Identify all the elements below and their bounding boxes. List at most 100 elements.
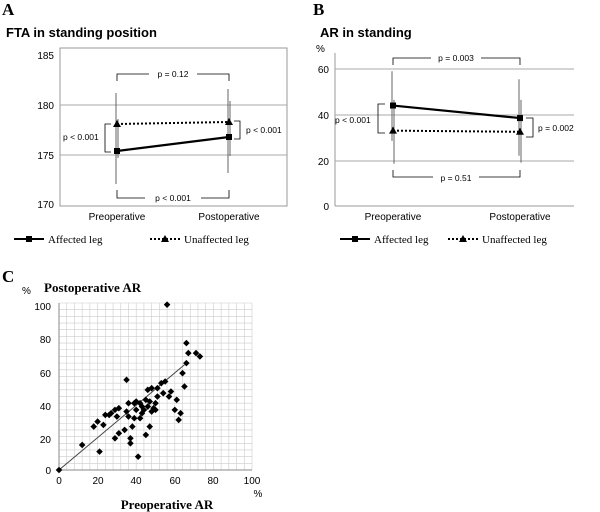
panel-c-data-point <box>148 408 155 415</box>
panel-a-letter: A <box>2 0 15 19</box>
panel-c-data-point <box>125 399 132 407</box>
panel-c-data-point <box>163 301 171 308</box>
panel-c-data-point <box>196 353 204 360</box>
panel-a-ann-bottom: p < 0.001 <box>155 193 191 203</box>
panel-c-data-point <box>142 396 150 404</box>
panel-c-data-point <box>130 399 138 407</box>
panel-c-data-point <box>125 413 132 420</box>
panel-b-ytick-20: 20 <box>318 157 330 168</box>
panel-c-data-point <box>132 398 140 405</box>
panel-c-ytick-20: 20 <box>40 435 52 446</box>
panel-a-ann-left: p < 0.001 <box>63 132 99 142</box>
panel-c-data-point <box>167 388 175 395</box>
panel-c-points <box>55 301 204 474</box>
panel-c-data-point <box>113 413 121 420</box>
panel-b-letter: B <box>313 0 324 19</box>
panel-c-data-point <box>144 403 152 410</box>
panel-c-title: Postoperative AR <box>44 280 142 295</box>
panel-c-data-point <box>129 423 136 430</box>
panel-a-bracket-right <box>234 120 241 140</box>
panel-b-ann-top-bg <box>431 52 481 64</box>
panel-c-data-point <box>142 431 150 439</box>
panel-a-legend-unaffected-label: Unaffected leg <box>184 234 249 246</box>
panel-b-legend-affected-label: Affected leg <box>374 234 429 246</box>
panel-c-data-point <box>152 399 159 407</box>
panel-b-bracket-left <box>377 103 385 134</box>
panel-b-ytick-0: 0 <box>323 202 329 213</box>
panel-c-y-unit: % <box>22 286 31 297</box>
panel-a-xcat-postoperative: Postoperative <box>198 212 260 223</box>
panel-c-data-point <box>121 426 128 434</box>
panel-b-unaffected-post-marker <box>516 127 524 135</box>
panel-b-bracket-right <box>526 117 534 138</box>
panel-c-data-point <box>107 409 115 417</box>
panel-c-data-point <box>175 416 182 424</box>
panel-a-ann-top-bg <box>149 68 197 80</box>
panel-c-xlabel: Preoperative AR <box>121 497 214 512</box>
panel-c-data-point <box>136 414 144 422</box>
panel-c-data-point <box>111 434 119 442</box>
panel-c-data-point <box>177 409 184 417</box>
panel-c-data-point <box>165 393 173 400</box>
panel-b-affected-post-marker <box>517 115 523 122</box>
panel-a-affected-line <box>116 135 230 153</box>
panel-c-data-point <box>105 411 113 419</box>
panel-b-affected-pre-marker <box>390 102 396 109</box>
panel-c-data-point <box>100 421 107 429</box>
panel-c-xtick-20: 20 <box>92 476 104 487</box>
panel-c-data-point <box>140 406 148 414</box>
panel-b-legend-unaffected-label: Unaffected leg <box>482 234 547 246</box>
panel-b-legend-affected-marker <box>352 236 358 242</box>
panel-b-ann-left: p < 0.001 <box>335 115 371 125</box>
panel-b-xcat-preoperative: Preoperative <box>365 212 422 223</box>
panel-a-xcat-preoperative: Preoperative <box>89 212 146 223</box>
panel-b-unaffected-line <box>392 129 521 133</box>
panel-a-bracket-left <box>104 123 111 153</box>
panel-c-ytick-80: 80 <box>40 335 52 346</box>
panel-a-affected-pre-marker <box>114 148 120 154</box>
panel-c-xtick-0: 0 <box>56 476 62 487</box>
panel-c-data-point <box>146 423 154 430</box>
panel-b-xcat-postoperative: Postoperative <box>489 212 551 223</box>
panel-b-affected-line <box>392 104 521 120</box>
panel-a-ytick-185: 185 <box>37 51 54 62</box>
panel-c-data-point <box>171 406 179 414</box>
panel-c-xtick-60: 60 <box>169 476 181 487</box>
panel-c-data-point <box>111 406 119 414</box>
panel-a-title: FTA in standing position <box>6 25 157 40</box>
panel-a-unaffected-line <box>116 121 230 125</box>
panel-b-ytick-40: 40 <box>318 111 330 122</box>
panel-b-unaffected-pre-marker <box>389 126 397 134</box>
panel-c-ytick-0: 0 <box>45 466 51 477</box>
panel-b-legend-unaffected-marker <box>459 235 467 242</box>
panel-b-ann-bottom: p = 0.51 <box>441 173 472 183</box>
panel-c-data-point <box>173 396 181 404</box>
panel-b-unit: % <box>316 44 325 55</box>
panel-c-data-point <box>192 349 200 357</box>
panel-c-data-point <box>181 383 188 390</box>
panel-c-data-point <box>115 429 123 437</box>
panel-c-data-point <box>159 389 167 397</box>
panel-a-ann-right: p < 0.001 <box>246 125 282 135</box>
panel-c-data-point <box>152 406 159 414</box>
panel-a-ytick-175: 175 <box>37 151 54 162</box>
panel-c-data-point <box>127 439 134 447</box>
panel-b-ann-bottom-bg <box>433 172 479 184</box>
panel-c-xtick-80: 80 <box>207 476 219 487</box>
panel-b-ann-top: p = 0.003 <box>438 53 474 63</box>
panel-c-data-point <box>154 384 161 392</box>
panel-c-data-point <box>132 406 140 414</box>
panel-a-legend-affected-marker <box>26 236 32 242</box>
panel-c-letter: C <box>2 267 14 286</box>
panel-b-ann-right: p = 0.002 <box>538 123 574 133</box>
panel-a-ytick-180: 180 <box>37 101 54 112</box>
panel-a-ytick-170: 170 <box>37 200 54 211</box>
panel-a-affected-post-marker <box>226 134 232 140</box>
panel-c-data-point <box>183 339 190 347</box>
panel-c-xtick-100: 100 <box>244 476 261 487</box>
panel-a-legend-affected-label: Affected leg <box>48 234 103 246</box>
panel-b-ytick-60: 60 <box>318 65 330 76</box>
panel-c-data-point <box>94 418 101 425</box>
panel-c-ytick-40: 40 <box>40 402 52 413</box>
